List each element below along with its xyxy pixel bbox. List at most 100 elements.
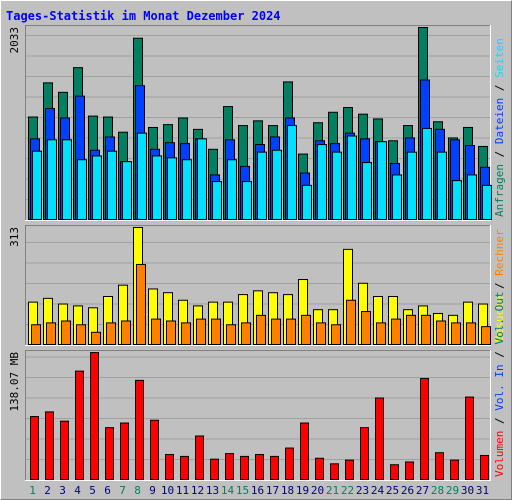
x-tick-label: 29 (446, 484, 459, 497)
x-tick-label: 15 (236, 484, 249, 497)
volumen-bar (120, 422, 129, 481)
x-tick-label: 21 (326, 484, 339, 497)
x-tick-label: 31 (476, 484, 489, 497)
legend-3: Volumen / Vol. In / Vol. Out (493, 292, 506, 477)
x-tick-label: 4 (74, 484, 81, 497)
rechner-bar (391, 318, 401, 346)
x-tick-label: 3 (59, 484, 66, 497)
legend-1: Anfragen / Dateien / Seiten (493, 38, 506, 217)
x-tick-label: 16 (251, 484, 264, 497)
legend-separator: / (493, 276, 506, 296)
rechner-bar (316, 322, 326, 345)
volumen-bar (165, 454, 174, 480)
volumen-bar (270, 455, 279, 480)
legend-volumen: Volumen (493, 431, 506, 477)
volumen-bar (90, 352, 99, 480)
x-tick-label: 5 (89, 484, 96, 497)
seiten-bar (137, 132, 147, 220)
legend-vol-in: Vol. In (493, 364, 506, 410)
plot-frame-dark (25, 225, 490, 345)
rechner-bar (481, 326, 491, 345)
seiten-bar (302, 184, 312, 221)
seiten-bar (167, 157, 177, 220)
volumen-bar (105, 427, 114, 480)
legend-seiten: Seiten (493, 38, 506, 78)
volumen-bar (30, 416, 39, 480)
legend-separator: / (493, 144, 506, 164)
seiten-bar (332, 151, 342, 220)
seiten-bar (467, 174, 477, 220)
volumen-bar (150, 419, 159, 481)
rechner-bar (331, 324, 341, 345)
rechner-bar (286, 318, 296, 346)
plot-frame-dark (25, 25, 490, 220)
volumen-bar (180, 455, 189, 480)
x-tick-label: 6 (104, 484, 111, 497)
x-tick-label: 9 (149, 484, 156, 497)
panel-2 (25, 225, 491, 346)
volumen-bar (300, 422, 309, 481)
volumen-bar (360, 427, 369, 480)
legend-dateien: Dateien (493, 98, 506, 144)
y-max-label-2: 313 (8, 227, 21, 247)
volumen-bar (375, 397, 384, 480)
x-tick-label: 19 (296, 484, 309, 497)
rechner-bar (301, 314, 311, 345)
seiten-bar (242, 181, 252, 220)
seiten-bar (122, 161, 132, 221)
plot-frame-light (25, 225, 491, 346)
rechner-bar (436, 320, 446, 346)
x-tick-label: 23 (356, 484, 369, 497)
seiten-bar (392, 174, 402, 220)
rechner-bar (151, 318, 161, 346)
rechner-bar (271, 318, 281, 346)
volumen-bar (210, 458, 219, 481)
seiten-bar (317, 144, 327, 220)
legend-2: Besuche / Rechner (493, 229, 506, 342)
seiten-bar (407, 151, 417, 220)
volumen-bar (405, 461, 414, 480)
seiten-bar (107, 150, 117, 220)
seiten-bar (257, 151, 267, 220)
seiten-bar (347, 135, 357, 220)
x-tick-label: 17 (266, 484, 279, 497)
legend-separator: / (493, 411, 506, 431)
volumen-bar (435, 452, 444, 480)
seiten-bar (197, 138, 207, 220)
rechner-bar (76, 324, 86, 345)
panel-1 (25, 25, 492, 221)
seiten-bar (32, 150, 42, 220)
seiten-bar (362, 162, 372, 220)
panel-3 (25, 350, 491, 481)
rechner-bar (211, 318, 221, 346)
x-tick-label: 13 (206, 484, 219, 497)
volumen-bar (315, 457, 324, 481)
x-tick-label: 26 (401, 484, 414, 497)
rechner-bar (421, 314, 431, 345)
legend-besuche: Besuche (493, 296, 506, 342)
rechner-bar (136, 263, 146, 345)
rechner-bar (91, 331, 101, 346)
volumen-bar (255, 454, 264, 480)
seiten-bar (422, 127, 432, 220)
x-tick-label: 27 (416, 484, 429, 497)
x-tick-label: 14 (221, 484, 235, 497)
rechner-bar (241, 322, 251, 345)
volumen-bar (390, 464, 399, 480)
volumen-bar (240, 455, 249, 480)
x-tick-label: 24 (371, 484, 385, 497)
legend-separator: / (493, 345, 506, 365)
volumen-bar (330, 463, 339, 480)
x-tick-label: 20 (311, 484, 324, 497)
rechner-bar (451, 322, 461, 345)
x-tick-label: 12 (191, 484, 204, 497)
x-tick-label: 28 (431, 484, 444, 497)
seiten-bar (377, 141, 387, 220)
x-tick-label: 11 (176, 484, 189, 497)
volumen-bar (450, 459, 459, 481)
x-tick-label: 25 (386, 484, 399, 497)
x-tick-label: 7 (119, 484, 126, 497)
volumen-bar (45, 411, 54, 481)
x-tick-label: 2 (44, 484, 51, 497)
